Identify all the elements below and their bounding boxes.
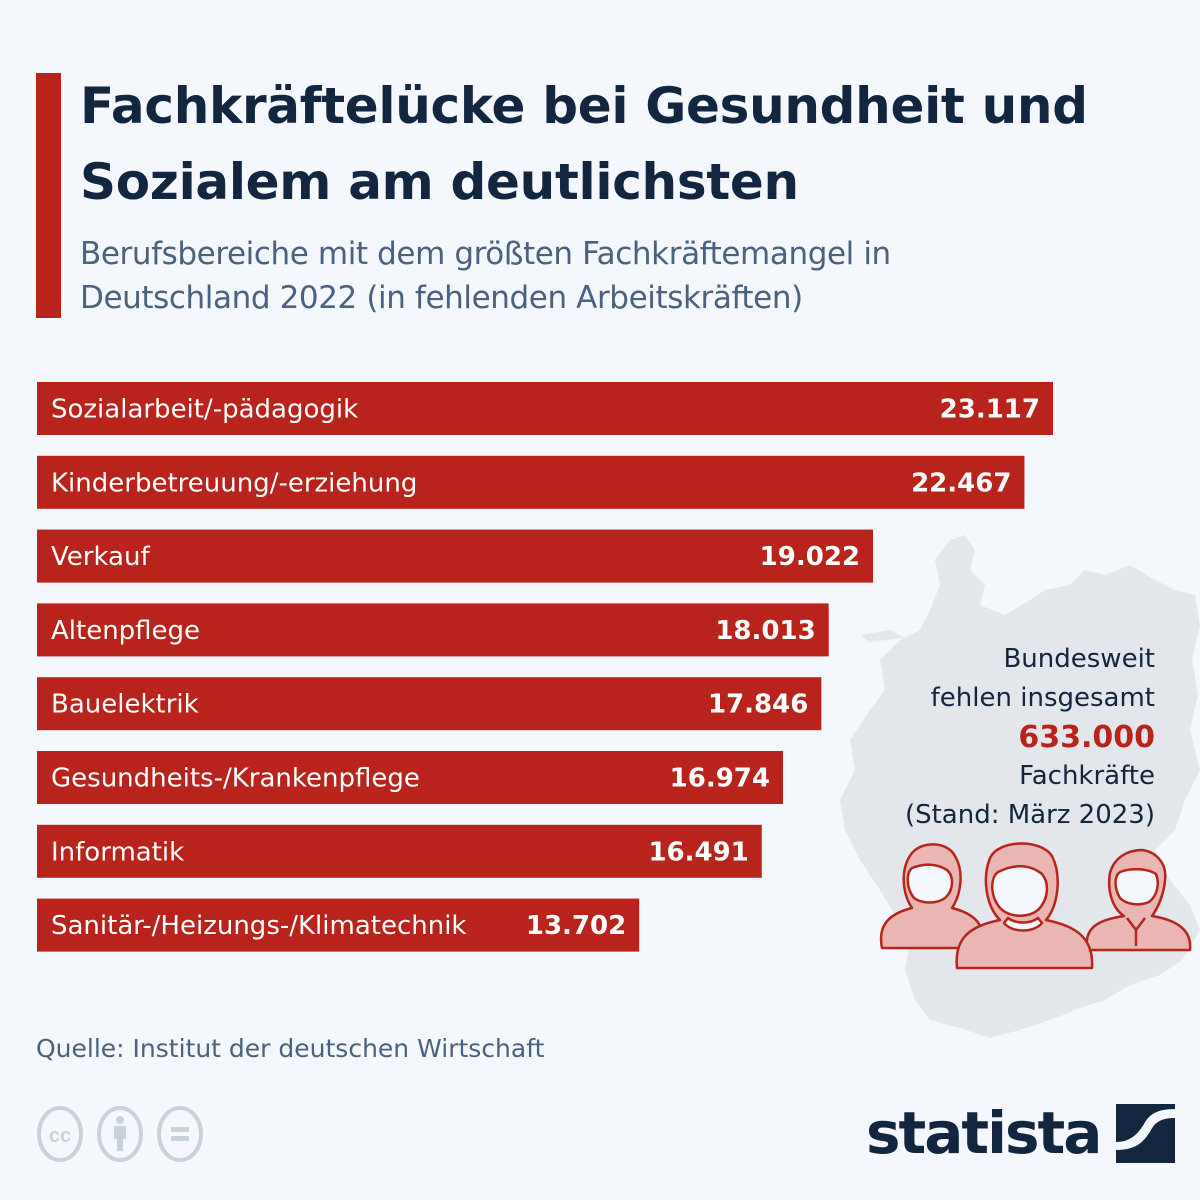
attribution-icon[interactable] <box>96 1105 144 1163</box>
bar-category-label: Gesundheits-/Krankenpflege <box>51 764 420 794</box>
bar-category-label: Sozialarbeit/-pädagogik <box>51 395 358 425</box>
bar-category-label: Verkauf <box>51 542 150 572</box>
statista-logo[interactable]: statista <box>866 1099 1176 1167</box>
annotation-total-value: 633.000 <box>1018 720 1155 755</box>
bar-category-label: Bauelektrik <box>51 690 199 720</box>
bar-group: Kinderbetreuung/-erziehung 22.467 <box>37 455 1025 509</box>
bar-value-label: 16.974 <box>670 764 770 794</box>
bar-chart: Sozialarbeit/-pädagogik 23.117 Kinderbetre… <box>37 382 1053 952</box>
title-accent-bar <box>36 73 61 318</box>
annotation-line-1: Bundesweit <box>1003 644 1155 674</box>
people-group-icon <box>879 842 1192 970</box>
bar-value-label: 22.467 <box>911 468 1011 498</box>
annotation-line-4: Fachkräfte <box>1019 761 1155 791</box>
bar-group: Verkauf 19.022 <box>37 529 874 583</box>
bar-category-label: Informatik <box>51 837 184 867</box>
annotation-line-5: (Stand: März 2023) <box>904 800 1155 830</box>
no-derivatives-icon[interactable] <box>156 1105 204 1163</box>
annotation-line-2: fehlen insgesamt <box>930 683 1155 713</box>
bar-value-label: 19.022 <box>760 542 860 572</box>
logo-text: statista <box>866 1099 1102 1167</box>
bar-value-label: 16.491 <box>648 837 748 867</box>
bar-group: Sanitär-/Heizungs-/Klimatechnik 13.702 <box>37 898 640 952</box>
bar-group: Gesundheits-/Krankenpflege 16.974 <box>37 751 784 804</box>
page-subtitle: Berufsbereiche mit dem größten Fachkräft… <box>80 236 891 316</box>
license-icons: cc <box>36 1105 204 1163</box>
statista-logo-icon <box>1116 1103 1176 1163</box>
bar-value-label: 13.702 <box>526 911 626 941</box>
bar <box>37 751 784 804</box>
bar-category-label: Kinderbetreuung/-erziehung <box>51 468 417 498</box>
bar-value-label: 17.846 <box>708 690 808 720</box>
source-text: Quelle: Institut der deutschen Wirtschaf… <box>36 1034 545 1063</box>
bar <box>37 603 829 657</box>
bar-value-label: 18.013 <box>715 616 815 646</box>
bar <box>37 529 874 583</box>
bar-group: Altenpflege 18.013 <box>37 603 829 657</box>
svg-text:cc: cc <box>49 1125 71 1147</box>
total-annotation: Bundesweit fehlen insgesamt 633.000 Fach… <box>905 640 1155 835</box>
bar-value-label: 23.117 <box>940 395 1040 425</box>
bar <box>37 898 640 952</box>
bar <box>37 382 1053 435</box>
page-title: Fachkräftelücke bei Gesundheit und Sozia… <box>80 77 1088 211</box>
bar <box>37 677 822 731</box>
cc-icon[interactable]: cc <box>36 1105 84 1163</box>
bar-group: Sozialarbeit/-pädagogik 23.117 <box>37 382 1053 435</box>
bar-category-label: Sanitär-/Heizungs-/Klimatechnik <box>51 911 466 941</box>
bar-category-label: Altenpflege <box>51 616 200 646</box>
bar-group: Bauelektrik 17.846 <box>37 677 822 731</box>
bar <box>37 455 1025 509</box>
bar <box>37 824 762 878</box>
bar-group: Informatik 16.491 <box>37 824 762 878</box>
